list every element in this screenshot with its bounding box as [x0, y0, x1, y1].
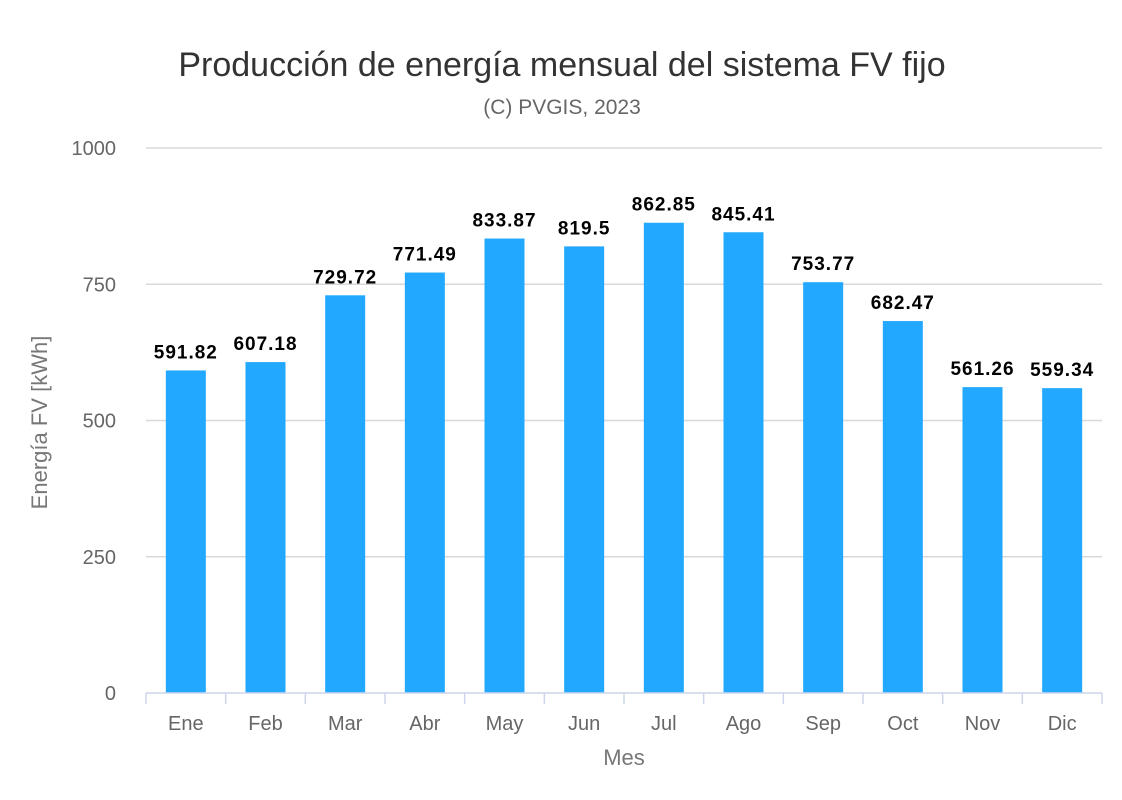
- y-tick-label: 500: [83, 411, 116, 433]
- x-axis-title: Mes: [603, 745, 645, 770]
- x-tick-label: Feb: [248, 713, 282, 735]
- x-tick-label: Ago: [726, 713, 762, 735]
- data-label: 753.77: [791, 254, 855, 275]
- bar-abr: [404, 272, 445, 693]
- y-axis-title: Energía FV [kWh]: [27, 336, 52, 510]
- gridlines: [146, 147, 1102, 558]
- x-axis-ticks: Ene Feb Mar Abr May Jun Jul Ago Sep Oct Nov Dic: [145, 693, 1103, 735]
- bar-sep: [803, 282, 844, 693]
- y-tick-label: 750: [83, 274, 116, 296]
- chart-subtitle: (C) PVGIS, 2023: [483, 96, 641, 119]
- x-tick-label: Nov: [965, 713, 1001, 735]
- data-label: 771.49: [393, 245, 457, 266]
- bar-jul: [643, 222, 684, 693]
- bar-ene: [165, 370, 206, 693]
- bar-mar: [325, 295, 366, 693]
- data-label: 607.18: [233, 334, 297, 355]
- bars: [165, 222, 1083, 694]
- y-axis-ticks: 0 250 500 750 1000: [72, 138, 117, 705]
- x-tick-label: Dic: [1048, 713, 1077, 735]
- chart-title: Producción de energía mensual del sistem…: [178, 46, 946, 84]
- x-tick-label: May: [486, 713, 524, 735]
- data-label: 591.82: [154, 342, 218, 363]
- data-label: 682.47: [871, 293, 935, 314]
- bar-oct: [882, 321, 923, 693]
- data-label: 833.87: [472, 211, 536, 232]
- data-label: 819.5: [558, 218, 611, 239]
- bar-may: [484, 238, 525, 694]
- data-label: 559.34: [1030, 360, 1094, 381]
- y-tick-label: 250: [83, 547, 116, 569]
- data-label: 561.26: [950, 359, 1014, 380]
- x-tick-label: Oct: [887, 713, 919, 735]
- bar-ago: [723, 232, 764, 693]
- bar-nov: [962, 387, 1003, 693]
- x-tick-label: Abr: [409, 713, 440, 735]
- x-tick-label: Ene: [168, 713, 204, 735]
- bar-feb: [245, 362, 286, 693]
- x-tick-label: Jul: [651, 713, 677, 735]
- data-label: 729.72: [313, 267, 377, 288]
- x-tick-label: Jun: [568, 713, 600, 735]
- bar-dic: [1042, 388, 1083, 693]
- x-tick-label: Mar: [328, 713, 363, 735]
- y-tick-label: 0: [105, 683, 116, 705]
- y-tick-label: 1000: [72, 138, 117, 160]
- data-label: 845.41: [711, 204, 775, 225]
- x-tick-label: Sep: [805, 713, 841, 735]
- data-label: 862.85: [632, 195, 696, 216]
- data-labels: 591.82 607.18 729.72 771.49 833.87 819.5 862.8…: [154, 195, 1094, 381]
- bar-jun: [564, 246, 605, 693]
